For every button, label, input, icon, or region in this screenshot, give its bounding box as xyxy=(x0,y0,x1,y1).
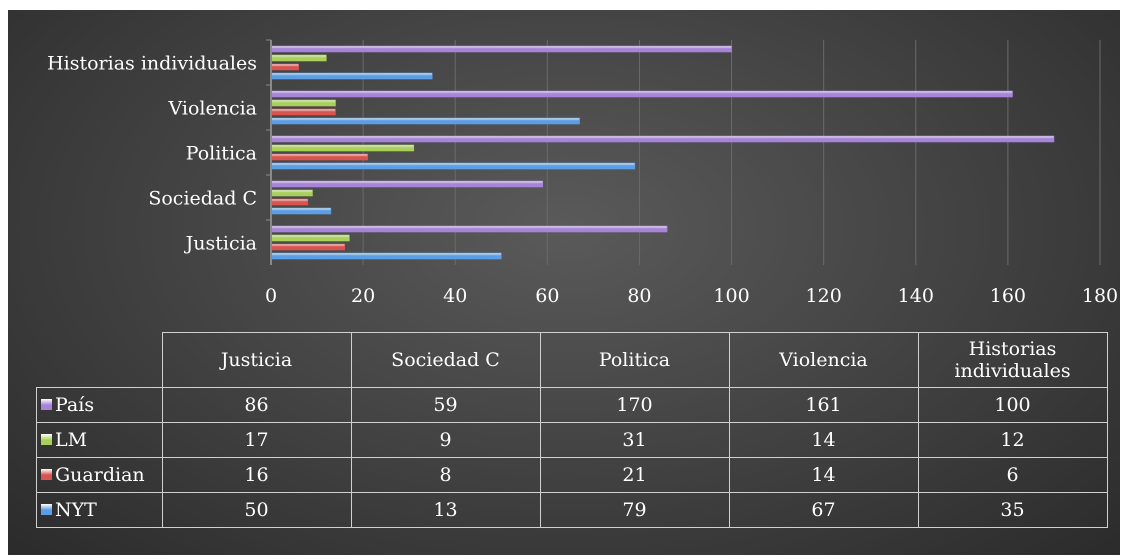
axes xyxy=(266,39,272,265)
table-cell: 86 xyxy=(161,387,352,423)
legend-entry: País xyxy=(36,387,163,423)
table-cell: 14 xyxy=(728,457,919,493)
legend-swatch xyxy=(41,434,52,445)
bar-pais-sociedad-c xyxy=(270,180,544,188)
bar-guardian-sociedad-c xyxy=(270,198,309,206)
bar-lm-violencia xyxy=(270,99,336,107)
table-cell: 161 xyxy=(728,387,919,423)
table-header-cell: Historias individuales xyxy=(917,332,1108,388)
y-category-label: Justicia xyxy=(184,233,257,255)
bar-nyt-justicia xyxy=(270,252,502,260)
table-header-cell: Politica xyxy=(539,332,730,388)
table-row: Guardian 16 8 21 14 6 xyxy=(36,457,1108,493)
legend-entry: NYT xyxy=(36,492,163,528)
legend-entry: Guardian xyxy=(36,457,163,493)
x-tick-label: 40 xyxy=(443,285,467,307)
table-cell: 9 xyxy=(350,422,541,458)
legend-label: Guardian xyxy=(55,464,145,486)
bar-pais-historias-individuales xyxy=(270,45,732,53)
table-cell: 13 xyxy=(350,492,541,528)
table-header-cell: Justicia xyxy=(161,332,352,388)
y-category-label: Sociedad C xyxy=(148,188,257,210)
x-tick-label: 180 xyxy=(1082,285,1118,307)
table-cell: 67 xyxy=(728,492,919,528)
x-tick-label: 80 xyxy=(627,285,651,307)
table-cell: 16 xyxy=(161,457,352,493)
table-cell: 12 xyxy=(917,422,1108,458)
bar-lm-sociedad-c xyxy=(270,189,313,197)
y-category-label: Politica xyxy=(186,143,257,165)
bar-chart: 0 20 40 60 80 100 120 140 160 180 Justicia Sociedad… xyxy=(47,39,1118,308)
x-tick-label: 140 xyxy=(898,285,934,307)
legend-swatch xyxy=(41,399,52,410)
table-cell: 35 xyxy=(917,492,1108,528)
y-category-label: Violencia xyxy=(167,98,257,120)
table-corner xyxy=(37,333,163,388)
table-row: NYT 50 13 79 67 35 xyxy=(36,492,1108,528)
table-row: País 86 59 170 161 100 xyxy=(36,387,1108,423)
table-cell: 79 xyxy=(539,492,730,528)
x-tick-label: 100 xyxy=(713,285,749,307)
chart-panel: 0 20 40 60 80 100 120 140 160 180 Justicia Sociedad… xyxy=(8,10,1120,555)
labels: 0 20 40 60 80 100 120 140 160 180 Justicia Sociedad… xyxy=(47,53,1118,308)
table-cell: 100 xyxy=(917,387,1108,423)
x-tick-label: 120 xyxy=(806,285,842,307)
data-table: Justicia Sociedad C Politica Violencia H… xyxy=(36,332,1108,528)
x-tick-label: 0 xyxy=(265,285,277,307)
y-category-label: Historias individuales xyxy=(47,53,257,75)
table-cell: 50 xyxy=(161,492,352,528)
bar-guardian-politica xyxy=(270,153,369,161)
bar-guardian-historias-individuales xyxy=(270,63,299,71)
x-tick-label: 20 xyxy=(351,285,375,307)
x-tick-label: 160 xyxy=(990,285,1026,307)
bar-pais-justicia xyxy=(270,225,668,233)
x-tick-label: 60 xyxy=(535,285,559,307)
table-cell: 17 xyxy=(161,422,352,458)
bar-guardian-violencia xyxy=(270,108,336,116)
legend-label: País xyxy=(55,394,95,416)
legend-swatch xyxy=(41,469,52,480)
bar-nyt-violencia xyxy=(270,117,580,125)
grid-lines xyxy=(362,40,1101,265)
table-cell: 59 xyxy=(350,387,541,423)
table-cell: 6 xyxy=(917,457,1108,493)
table-header-cell: Violencia xyxy=(728,332,919,388)
bar-lm-historias-individuales xyxy=(270,54,327,62)
bar-pais-politica xyxy=(270,135,1055,143)
bar-pais-violencia xyxy=(270,90,1013,98)
bar-nyt-politica xyxy=(270,162,636,170)
bar-lm-politica xyxy=(270,144,415,152)
legend-swatch xyxy=(41,504,52,515)
table-cell: 21 xyxy=(539,457,730,493)
legend-entry: LM xyxy=(36,422,163,458)
legend-label: LM xyxy=(55,429,88,451)
table-cell: 8 xyxy=(350,457,541,493)
table-header-cell: Sociedad C xyxy=(350,332,541,388)
bar-nyt-historias-individuales xyxy=(270,72,433,80)
table-cell: 14 xyxy=(728,422,919,458)
bars xyxy=(270,45,1055,260)
table-cell: 170 xyxy=(539,387,730,423)
table-cell: 31 xyxy=(539,422,730,458)
bar-guardian-justicia xyxy=(270,243,345,251)
table-header-row: Justicia Sociedad C Politica Violencia H… xyxy=(37,332,1108,388)
bar-nyt-sociedad-c xyxy=(270,207,332,215)
table-row: LM 17 9 31 14 12 xyxy=(36,422,1108,458)
bar-lm-justicia xyxy=(270,234,350,242)
legend-label: NYT xyxy=(55,499,97,521)
